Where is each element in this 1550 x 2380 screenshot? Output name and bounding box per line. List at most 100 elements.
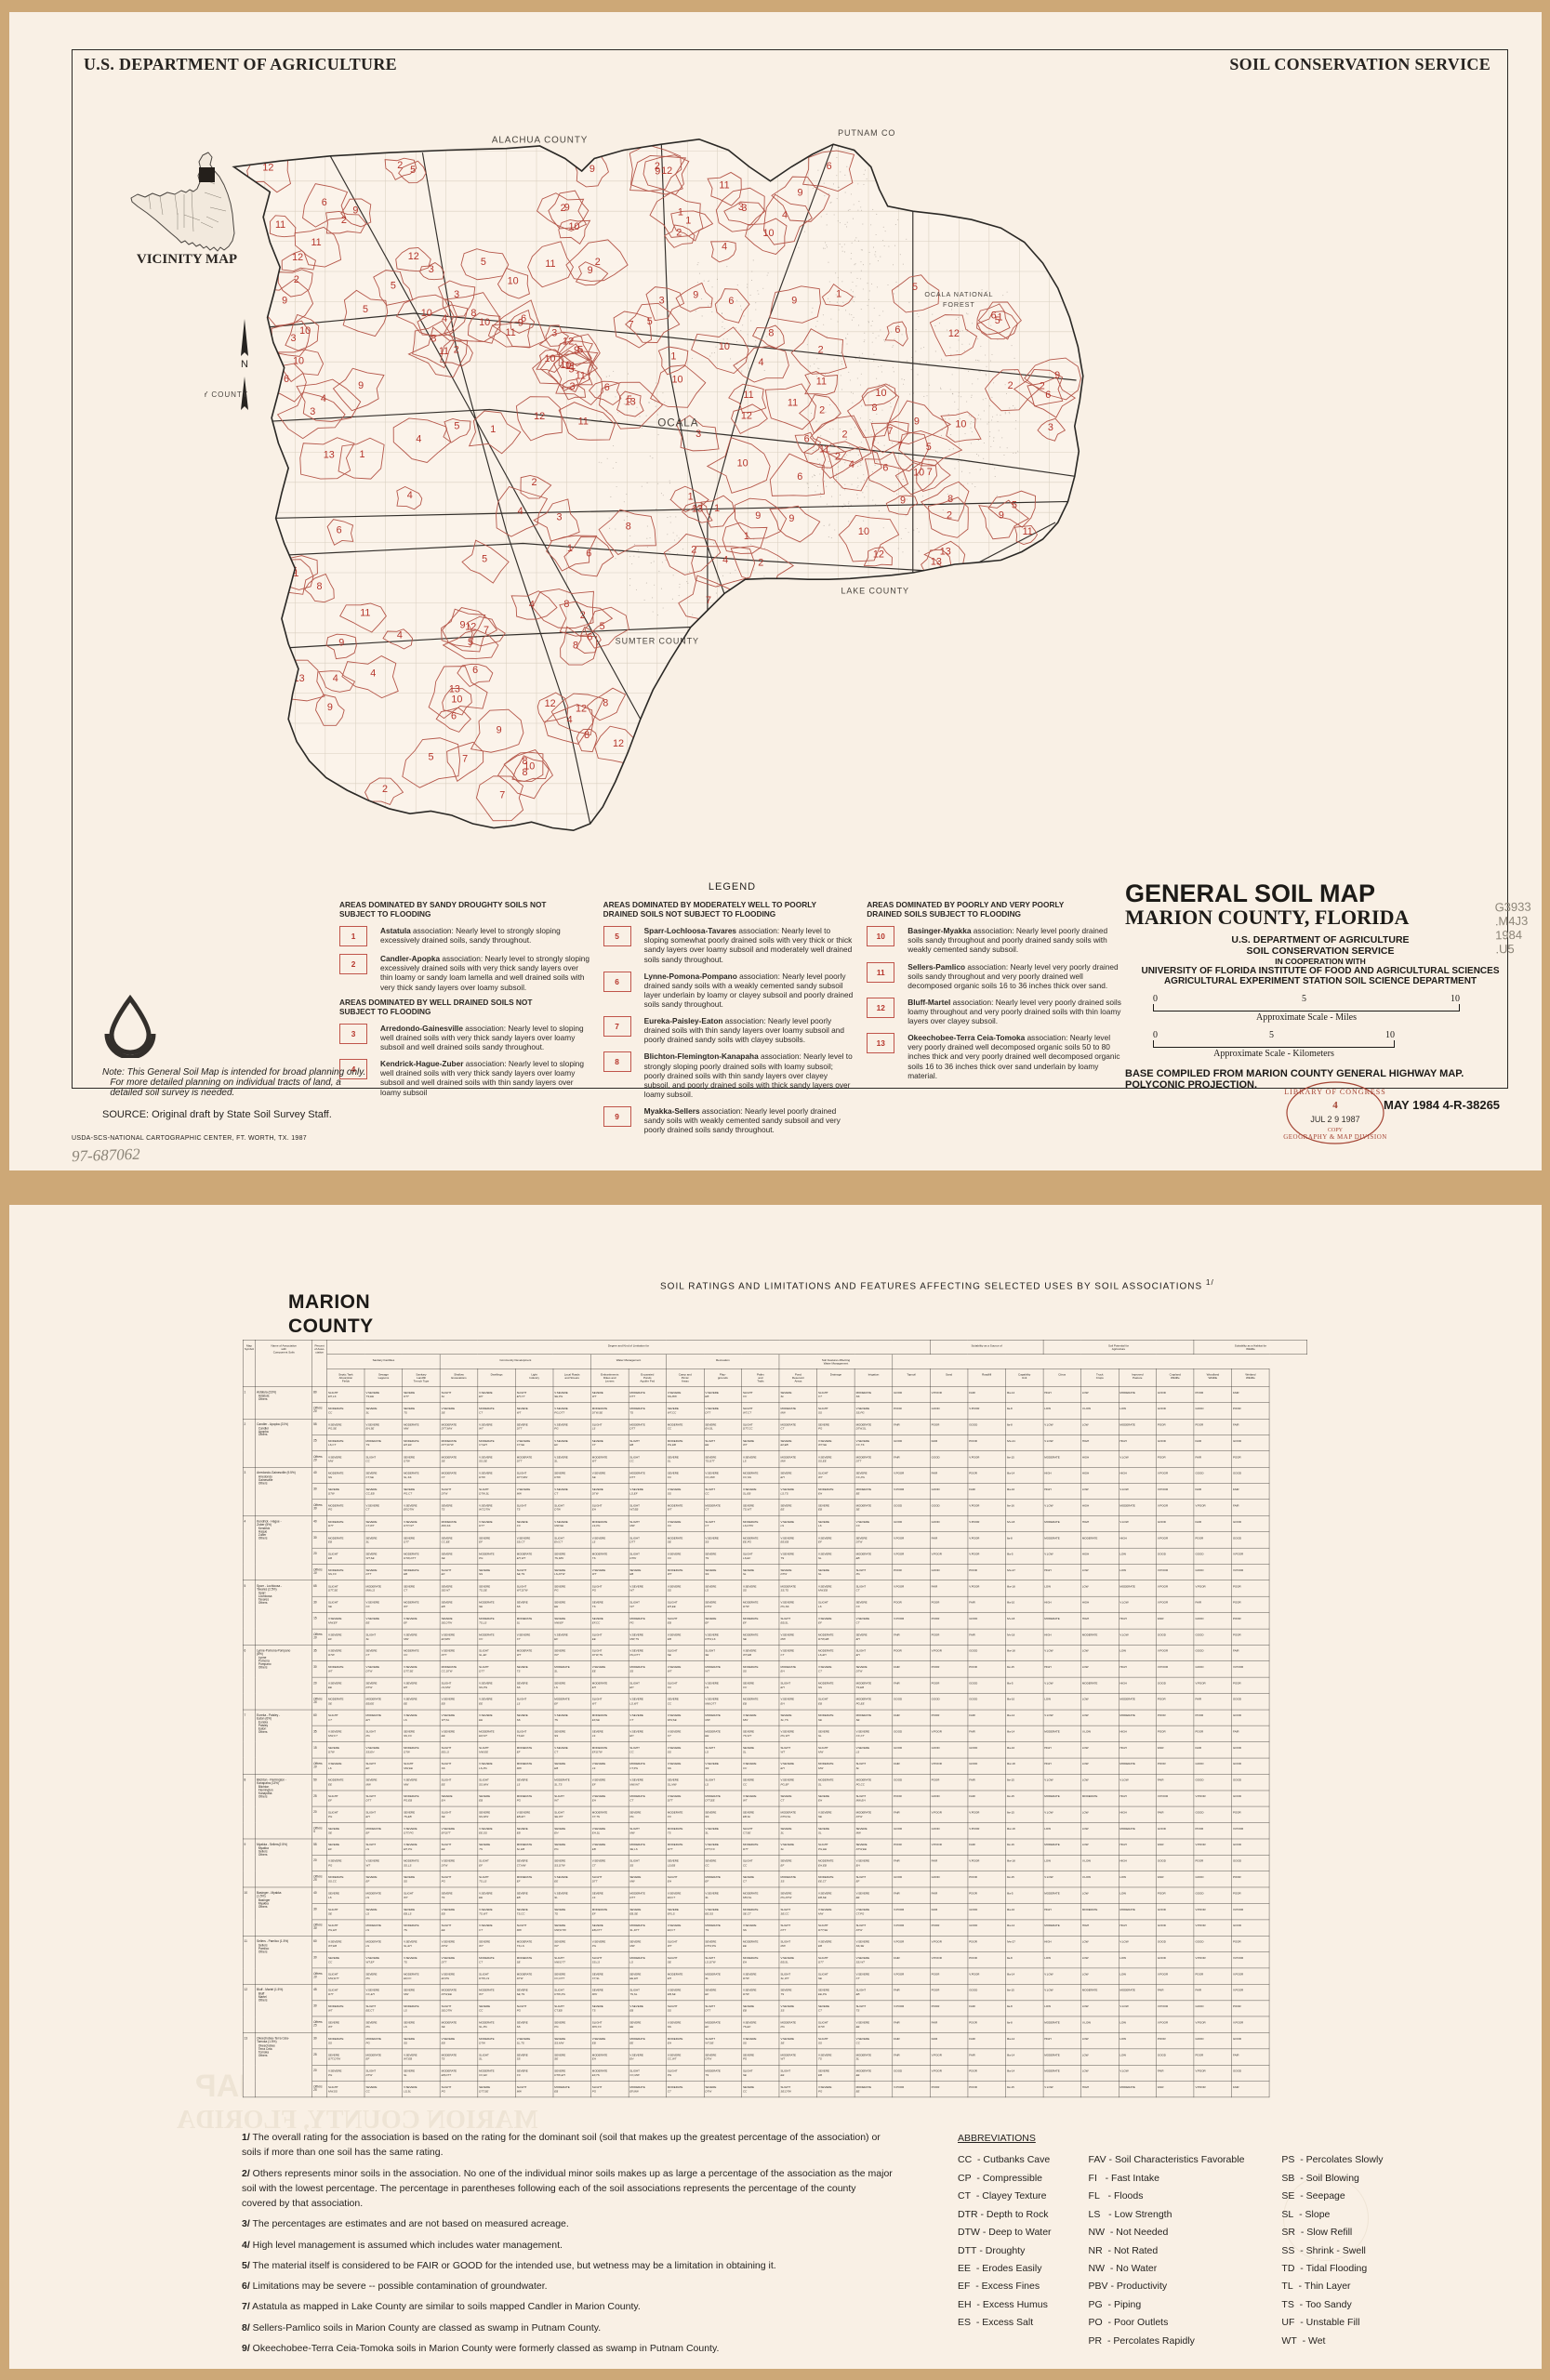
svg-text:8: 8 xyxy=(563,599,569,610)
svg-text:12: 12 xyxy=(576,704,587,715)
svg-text:1: 1 xyxy=(678,206,683,218)
svg-text:3: 3 xyxy=(738,202,744,213)
svg-text:3: 3 xyxy=(551,328,557,339)
svg-text:6: 6 xyxy=(894,324,900,336)
svg-text:1: 1 xyxy=(685,216,691,227)
svg-text:11: 11 xyxy=(275,219,285,231)
svg-text:4: 4 xyxy=(722,241,727,252)
svg-text:4: 4 xyxy=(529,600,535,611)
svg-text:11: 11 xyxy=(360,608,370,619)
svg-text:10: 10 xyxy=(672,375,683,386)
svg-text:10: 10 xyxy=(545,353,556,364)
svg-text:11: 11 xyxy=(816,377,827,388)
svg-text:3: 3 xyxy=(557,512,563,523)
svg-text:4: 4 xyxy=(397,630,403,641)
svg-text:3: 3 xyxy=(569,381,575,392)
svg-text:10: 10 xyxy=(421,308,432,319)
svg-text:10: 10 xyxy=(451,694,462,706)
svg-text:12: 12 xyxy=(545,698,556,709)
svg-text:2: 2 xyxy=(947,510,952,522)
svg-text:2: 2 xyxy=(561,203,566,214)
svg-text:5: 5 xyxy=(410,165,416,176)
svg-text:11: 11 xyxy=(743,390,753,401)
svg-text:9: 9 xyxy=(1054,370,1060,381)
svg-text:5: 5 xyxy=(647,316,653,327)
svg-text:FOREST: FOREST xyxy=(943,300,975,309)
svg-text:7: 7 xyxy=(499,789,505,800)
svg-text:1: 1 xyxy=(714,503,720,514)
svg-text:1: 1 xyxy=(744,531,749,542)
svg-text:OCALA NATIONAL: OCALA NATIONAL xyxy=(924,290,993,298)
svg-text:5: 5 xyxy=(481,257,486,268)
svg-text:9: 9 xyxy=(788,513,794,524)
svg-text:6: 6 xyxy=(882,462,888,473)
svg-text:10: 10 xyxy=(858,526,869,537)
svg-text:5: 5 xyxy=(428,752,433,763)
svg-text:8: 8 xyxy=(470,308,476,319)
svg-text:5: 5 xyxy=(926,442,932,453)
svg-text:10: 10 xyxy=(293,355,304,366)
svg-text:3: 3 xyxy=(429,264,434,275)
svg-text:9: 9 xyxy=(497,724,502,735)
svg-text:9: 9 xyxy=(798,187,803,198)
svg-text:9: 9 xyxy=(999,510,1004,522)
svg-text:9: 9 xyxy=(590,164,595,175)
svg-text:13: 13 xyxy=(692,504,703,515)
svg-text:13: 13 xyxy=(931,556,942,567)
svg-text:12: 12 xyxy=(873,549,884,560)
svg-text:4: 4 xyxy=(407,490,413,501)
svg-text:4: 4 xyxy=(370,668,376,680)
svg-text:10: 10 xyxy=(568,221,579,232)
svg-text:5: 5 xyxy=(577,345,583,356)
svg-text:9: 9 xyxy=(588,265,593,276)
svg-text:9: 9 xyxy=(282,296,287,307)
svg-text:9: 9 xyxy=(352,205,358,216)
svg-text:9: 9 xyxy=(693,290,698,301)
svg-text:3: 3 xyxy=(290,333,296,344)
svg-text:4: 4 xyxy=(442,313,447,324)
svg-text:5: 5 xyxy=(482,553,487,564)
svg-text:10: 10 xyxy=(479,317,490,328)
svg-text:11: 11 xyxy=(578,416,589,427)
svg-text:6: 6 xyxy=(1045,390,1051,401)
svg-text:13: 13 xyxy=(625,397,636,408)
svg-text:JUL 2 9 1987: JUL 2 9 1987 xyxy=(1310,1115,1359,1124)
svg-text:2: 2 xyxy=(842,430,848,441)
svg-text:11: 11 xyxy=(565,361,576,372)
svg-text:10: 10 xyxy=(876,388,887,399)
svg-text:4: 4 xyxy=(1332,1100,1338,1111)
svg-text:5: 5 xyxy=(912,282,918,293)
svg-text:1: 1 xyxy=(836,288,841,299)
svg-text:5: 5 xyxy=(1012,500,1017,511)
svg-text:6: 6 xyxy=(284,374,289,385)
svg-text:2: 2 xyxy=(341,215,347,226)
svg-text:1: 1 xyxy=(490,424,496,435)
svg-text:8: 8 xyxy=(522,767,527,778)
svg-text:12: 12 xyxy=(465,622,476,633)
svg-text:6: 6 xyxy=(587,631,592,642)
svg-text:3: 3 xyxy=(659,295,665,306)
svg-text:2: 2 xyxy=(595,257,601,268)
svg-text:9: 9 xyxy=(791,295,797,306)
svg-text:2: 2 xyxy=(1008,380,1013,391)
svg-text:10: 10 xyxy=(737,458,749,469)
svg-text:6: 6 xyxy=(451,710,457,721)
svg-text:7: 7 xyxy=(629,320,634,331)
svg-text:9: 9 xyxy=(900,495,906,506)
svg-text:11: 11 xyxy=(439,346,449,357)
svg-text:4: 4 xyxy=(416,434,421,445)
svg-text:12: 12 xyxy=(741,410,752,421)
svg-text:ALACHUA COUNTY: ALACHUA COUNTY xyxy=(492,135,588,145)
svg-text:9: 9 xyxy=(338,637,344,648)
svg-text:9: 9 xyxy=(655,165,660,177)
svg-text:5: 5 xyxy=(391,280,396,291)
svg-text:4: 4 xyxy=(759,357,764,368)
svg-text:2: 2 xyxy=(454,345,459,356)
svg-text:2: 2 xyxy=(835,451,841,462)
svg-text:LAKE COUNTY: LAKE COUNTY xyxy=(841,587,908,596)
svg-text:2: 2 xyxy=(676,227,682,238)
svg-text:2: 2 xyxy=(382,784,388,795)
svg-text:1: 1 xyxy=(670,351,676,363)
svg-text:1: 1 xyxy=(688,492,694,503)
svg-text:6: 6 xyxy=(472,665,478,676)
